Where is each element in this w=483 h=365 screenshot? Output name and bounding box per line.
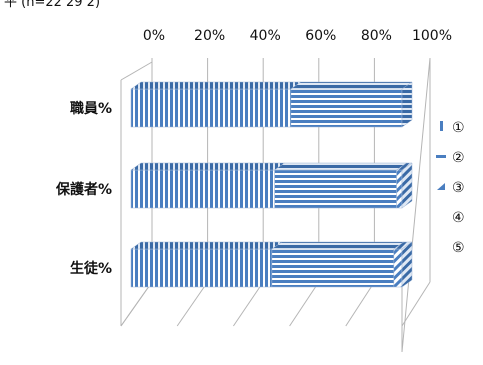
legend-item: ④ (452, 210, 465, 226)
bar-segment (130, 88, 292, 128)
frame-edge (401, 57, 431, 353)
bar-segment-top (130, 241, 283, 250)
floor-line (345, 281, 375, 327)
legend-label: ⑤ (452, 240, 465, 256)
legend-label: ③ (452, 180, 465, 196)
frame-edge (120, 61, 153, 81)
x-tick-label: 60% (305, 28, 336, 44)
legend-swatch (437, 183, 445, 190)
legend-item: ③ (437, 180, 465, 196)
floor-line (120, 281, 153, 327)
bar-segment-top (271, 241, 405, 250)
legend-label: ④ (452, 210, 465, 226)
bar-segment (290, 88, 403, 128)
bar-segment (271, 248, 395, 288)
bar-segment-top (130, 162, 286, 171)
x-tick-label: 20% (194, 28, 225, 44)
x-tick-label: 0% (143, 28, 165, 44)
bar-segment (274, 169, 397, 209)
legend-item: ⑤ (452, 240, 465, 256)
x-tick-label: 80% (361, 28, 392, 44)
bar-end-cap (401, 162, 413, 209)
bar-end-cap (401, 241, 413, 288)
bar-end-cap (401, 81, 413, 128)
bar-segment (396, 169, 403, 209)
legend-label: ② (452, 150, 465, 166)
bar-segment (130, 248, 273, 288)
floor-line (401, 281, 431, 327)
legend-item: ② (436, 150, 465, 166)
category-label: 生徒% (70, 260, 112, 277)
bar-segment (130, 169, 275, 209)
bar-segment (393, 248, 403, 288)
x-tick-label: 100% (412, 28, 452, 44)
category-label: 職員% (70, 100, 112, 117)
bar-segment-top (130, 81, 302, 90)
legend-swatch (440, 121, 443, 131)
legend-item: ① (440, 120, 465, 136)
x-tick-label: 40% (250, 28, 281, 44)
bars (130, 81, 413, 288)
floor-line (289, 281, 320, 327)
floor-line (176, 281, 209, 327)
category-labels: 職員% 保護者% 生徒% (55, 100, 112, 277)
bar-segment-top (273, 162, 408, 171)
legend-label: ① (452, 120, 465, 136)
x-tick-labels: 0% 20% 40% 60% 80% 100% (143, 28, 452, 44)
header-fragment: 平 (n=22 29 2) (4, 0, 100, 10)
floor-line (232, 281, 264, 327)
bar-segment-top (290, 81, 413, 90)
legend: ① ② ③ ④ ⑤ (436, 120, 465, 256)
category-label: 保護者% (55, 181, 112, 198)
legend-swatch (436, 155, 446, 158)
